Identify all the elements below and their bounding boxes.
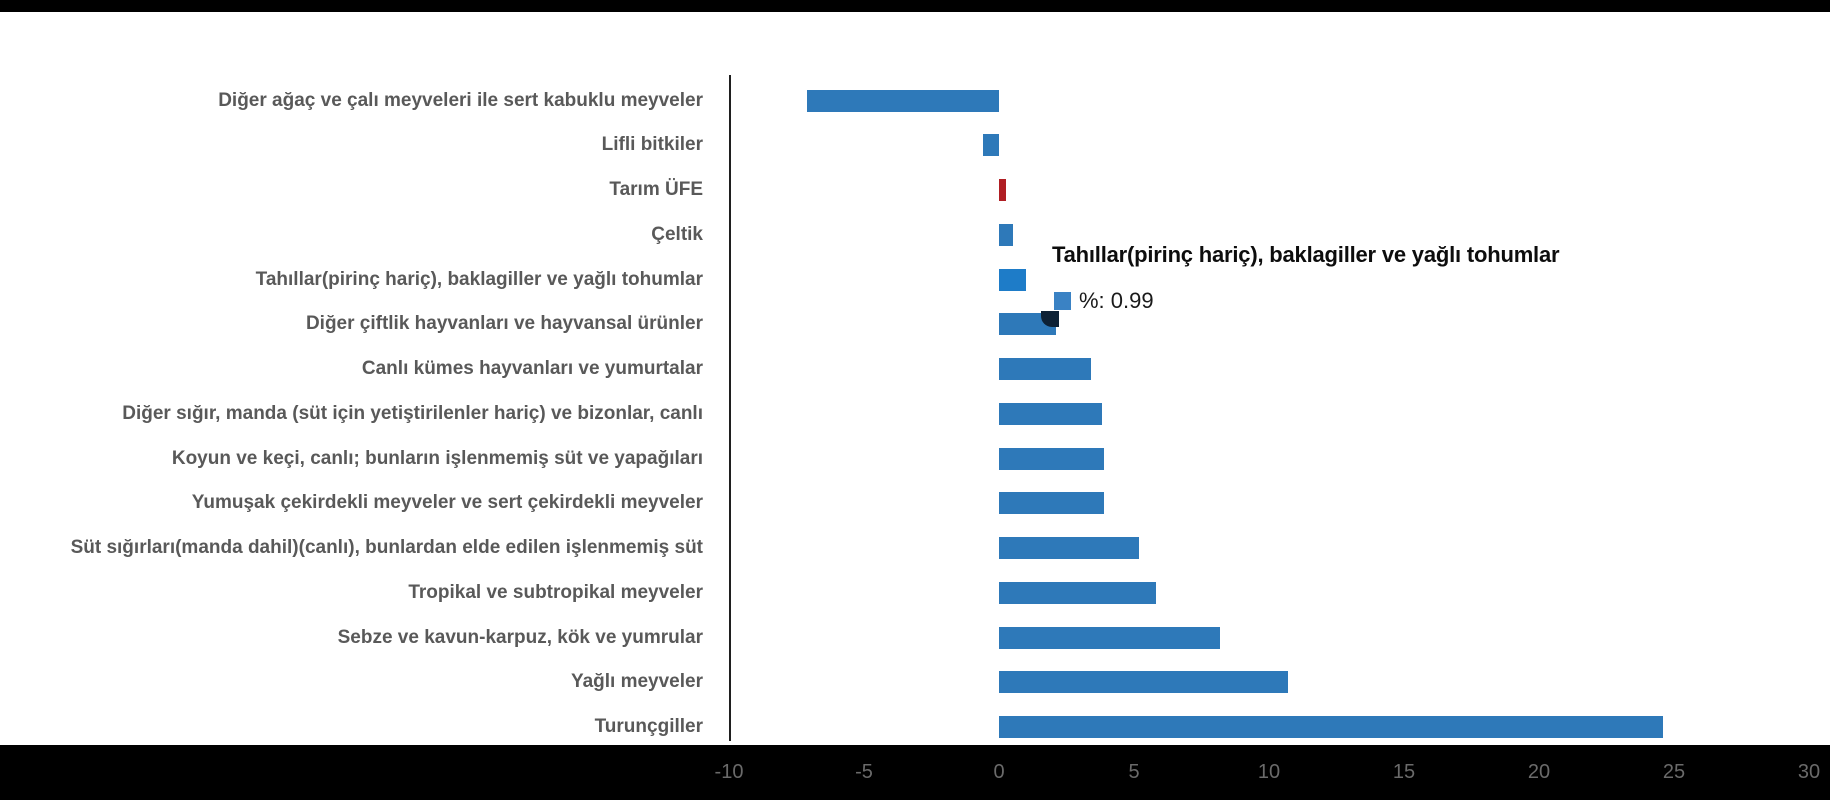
bar[interactable] xyxy=(999,268,1026,291)
bar[interactable] xyxy=(999,716,1664,738)
category-label: Tropikal ve subtropikal meyveler xyxy=(408,581,703,603)
x-axis-tick-label: 20 xyxy=(1527,761,1551,783)
x-axis-tick-label: 25 xyxy=(1662,761,1686,783)
category-label: Sebze ve kavun-karpuz, kök ve yumrular xyxy=(337,626,703,648)
bar[interactable] xyxy=(999,581,1156,604)
category-label: Turunçgiller xyxy=(594,716,703,737)
bar[interactable] xyxy=(999,179,1006,201)
category-label: Diğer çiftlik hayvanları ve hayvansal ür… xyxy=(305,313,703,335)
y-axis-line xyxy=(729,75,731,741)
bar[interactable] xyxy=(807,89,999,112)
plot-background xyxy=(0,12,1830,745)
x-axis-tick-label: -5 xyxy=(855,761,873,783)
category-label: Diğer ağaç ve çalı meyveleri ile sert ka… xyxy=(218,89,703,111)
bar[interactable] xyxy=(999,358,1091,380)
x-axis-tick-label: 5 xyxy=(1128,761,1140,783)
bar[interactable] xyxy=(999,537,1140,559)
x-axis-tick-label: 15 xyxy=(1392,761,1416,783)
category-label: Tahıllar(pirinç hariç), baklagiller ve y… xyxy=(255,268,703,290)
bar[interactable] xyxy=(982,134,999,157)
category-label: Canlı kümes hayvanları ve yumurtalar xyxy=(361,358,703,379)
category-label: Süt sığırları(manda dahil)(canlı), bunla… xyxy=(70,537,703,558)
x-axis-tick-label: 10 xyxy=(1257,761,1281,783)
category-label: Yağlı meyveler xyxy=(570,671,703,693)
category-label: Diğer sığır, manda (süt için yetiştirile… xyxy=(122,402,703,424)
category-label: Tarım ÜFE xyxy=(609,179,703,200)
bar[interactable] xyxy=(999,447,1105,470)
bar[interactable] xyxy=(999,671,1288,694)
x-axis-tick-label: 0 xyxy=(993,761,1005,783)
category-label: Çeltik xyxy=(651,223,703,245)
category-label: Yumuşak çekirdekli meyveler ve sert çeki… xyxy=(191,492,703,514)
bar[interactable] xyxy=(999,626,1221,649)
bar[interactable] xyxy=(999,492,1105,515)
category-label: Lifli bitkiler xyxy=(601,134,703,156)
bar[interactable] xyxy=(999,223,1013,246)
bar[interactable] xyxy=(999,402,1102,425)
cursor-artifact xyxy=(1041,311,1059,327)
x-axis-tick-label: 30 xyxy=(1797,761,1821,783)
x-axis-tick-label: -10 xyxy=(714,761,744,783)
category-label: Koyun ve keçi, canlı; bunların işlenmemi… xyxy=(171,447,703,469)
